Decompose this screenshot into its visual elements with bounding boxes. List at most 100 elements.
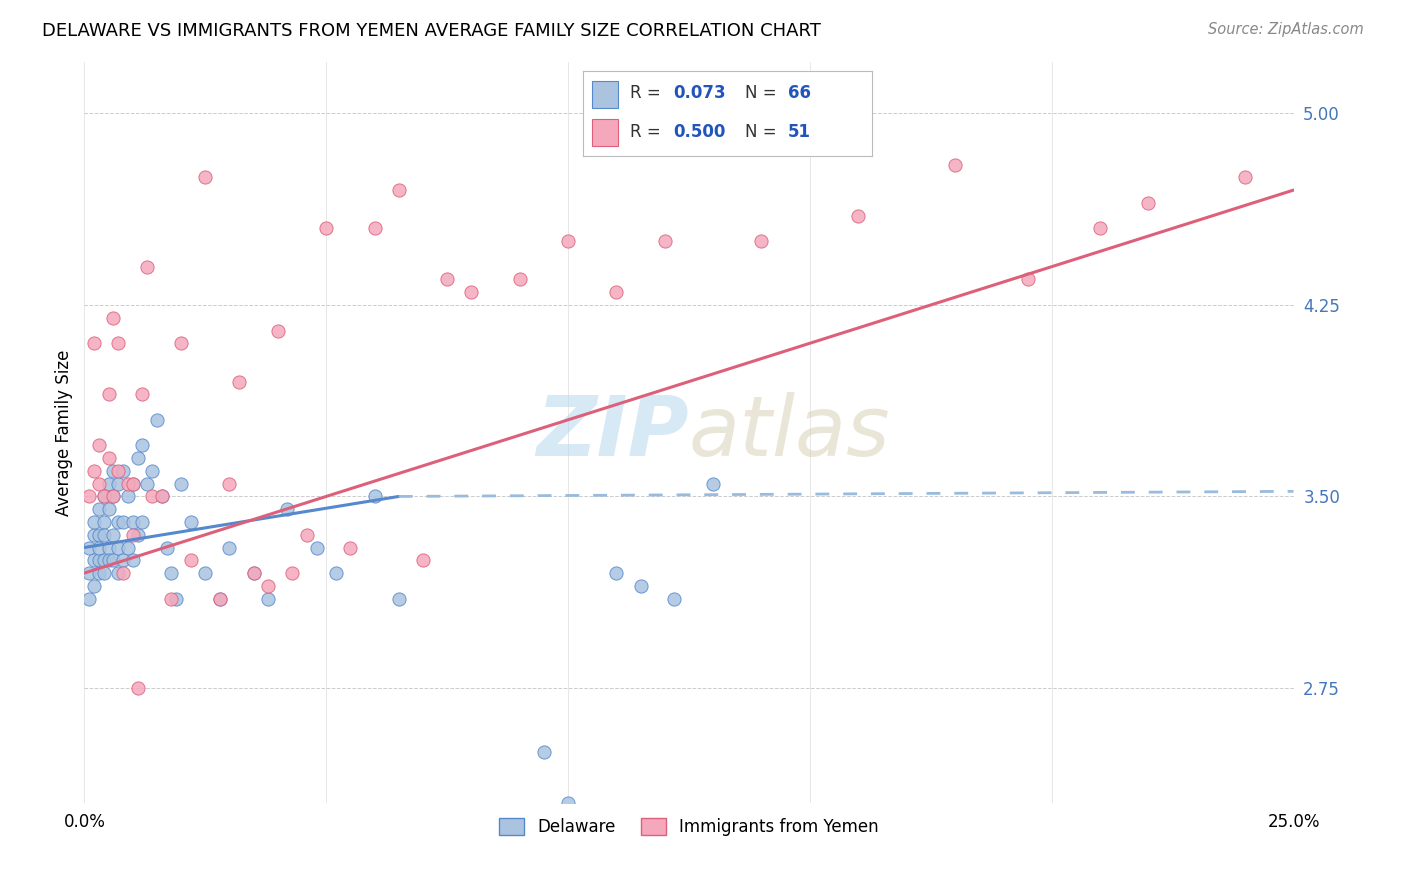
Text: DELAWARE VS IMMIGRANTS FROM YEMEN AVERAGE FAMILY SIZE CORRELATION CHART: DELAWARE VS IMMIGRANTS FROM YEMEN AVERAG… [42,22,821,40]
Point [87,438,110,452]
Point [77,541,100,555]
Point [93,553,115,567]
Point [242,566,264,580]
Point [93,527,115,541]
Point [509,272,531,286]
Point [127,681,149,695]
Point [170,476,193,491]
Point [165,591,187,606]
Point [150,490,173,504]
Point [87,553,110,567]
Point [363,490,385,504]
Point [315,221,337,235]
Point [112,464,135,478]
Point [97,451,120,466]
Point [141,464,163,478]
Text: 0.500: 0.500 [673,123,725,141]
Point [97,387,120,401]
Y-axis label: Average Family Size: Average Family Size [55,350,73,516]
Point [1234,170,1257,185]
Point [436,272,458,286]
Point [388,591,411,606]
Point [208,591,231,606]
Point [605,566,627,580]
Point [83,336,105,351]
Point [112,515,135,529]
Point [87,566,110,580]
Bar [592,80,619,108]
Point [557,796,579,810]
Point [107,515,129,529]
Point [121,476,143,491]
Point [664,591,686,606]
Point [127,527,149,541]
Point [107,541,129,555]
Point [103,464,125,478]
Point [97,502,120,516]
Point [141,490,163,504]
Point [103,490,125,504]
Point [325,566,347,580]
Point [93,490,115,504]
Point [605,285,627,300]
Point [87,502,110,516]
Point [131,515,153,529]
Point [83,515,105,529]
Point [257,579,280,593]
Legend: Delaware, Immigrants from Yemen: Delaware, Immigrants from Yemen [492,811,886,843]
Point [630,579,652,593]
Point [93,566,115,580]
Point [180,553,202,567]
Point [170,336,193,351]
Point [339,541,361,555]
Point [107,336,129,351]
Point [228,375,250,389]
Point [276,502,298,516]
Point [97,476,120,491]
Text: N =: N = [745,85,782,103]
Point [218,541,240,555]
Point [77,566,100,580]
Point [160,591,183,606]
Point [117,476,139,491]
Point [846,209,869,223]
Text: 0.073: 0.073 [673,85,725,103]
Point [702,476,724,491]
Point [112,566,135,580]
Point [136,260,159,274]
Point [93,490,115,504]
Point [83,579,105,593]
Point [146,413,169,427]
Point [412,553,434,567]
Point [103,553,125,567]
Point [121,527,143,541]
Text: 51: 51 [789,123,811,141]
Point [257,591,280,606]
Point [83,464,105,478]
Text: R =: R = [630,85,665,103]
Point [136,476,159,491]
Point [112,553,135,567]
Point [150,490,173,504]
Point [121,515,143,529]
Point [208,591,231,606]
Point [97,541,120,555]
Point [77,490,100,504]
Point [218,476,240,491]
Point [121,476,143,491]
Point [267,324,290,338]
Point [107,566,129,580]
Point [131,387,153,401]
Point [194,566,217,580]
Text: R =: R = [630,123,665,141]
Point [654,234,676,248]
Point [77,591,100,606]
Point [107,476,129,491]
Point [117,541,139,555]
Point [127,451,149,466]
Point [295,527,318,541]
Point [93,515,115,529]
Point [121,553,143,567]
Point [751,234,773,248]
Point [87,541,110,555]
